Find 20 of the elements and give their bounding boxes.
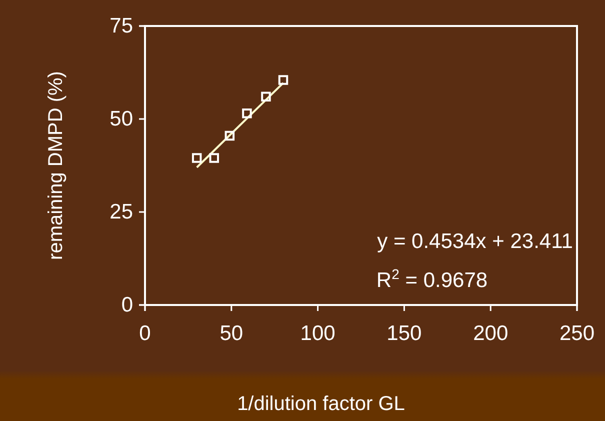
y-tick-label: 25 [110, 200, 133, 224]
y-tick-label: 50 [110, 108, 133, 131]
point [278, 75, 288, 85]
x-tick-label: 150 [386, 322, 422, 345]
x-axis-title: 1/dilution factor GL [237, 393, 405, 415]
point [242, 108, 252, 118]
x-tick-label: 50 [220, 322, 244, 345]
x-tick-label: 100 [300, 322, 336, 345]
x-tick-label: 250 [559, 322, 595, 345]
y-axis-title: remaining DMPD (%) [45, 71, 67, 260]
x-tick-label: 200 [473, 322, 508, 345]
x-tick-label: 0 [139, 322, 151, 345]
point [224, 130, 235, 141]
y-tick-label: 0 [121, 294, 133, 317]
y-tick-label: 75 [110, 14, 133, 38]
annotation: R$^{2}$ = 0.9678 [376, 266, 488, 292]
annotation: y = 0.4534x + 23.411 [377, 230, 573, 253]
point [192, 153, 202, 163]
point [261, 92, 271, 102]
point [209, 153, 219, 163]
